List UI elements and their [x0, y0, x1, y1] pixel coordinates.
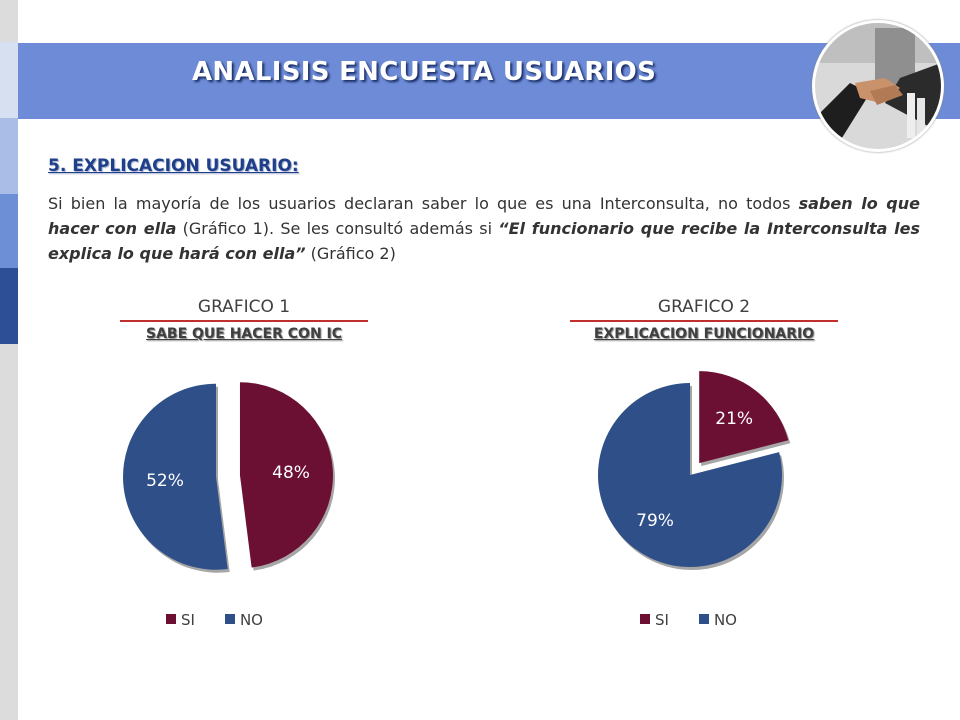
chart-2-subtitle: EXPLICACION FUNCIONARIO [593, 326, 815, 342]
chart-1-legend: SI NO [166, 611, 293, 629]
chart-2-legend: SI NO [640, 611, 767, 629]
pie-data-label: 52% [146, 471, 184, 491]
pie-data-label: 79% [636, 511, 674, 531]
legend-swatch [224, 614, 235, 624]
chart-1-pie: 48% 52% [123, 382, 335, 573]
legend-item-si: SI [166, 611, 195, 629]
left-decor-block [0, 194, 18, 268]
pie-data-label: 48% [272, 463, 310, 483]
legend-item-no: NO [698, 611, 737, 629]
legend-item-no: NO [224, 611, 263, 629]
title-banner [18, 43, 960, 119]
chart-2-heading: GRAFICO 2 EXPLICACION FUNCIONARIO [570, 297, 838, 342]
chart-1-divider [120, 320, 368, 322]
paragraph-emphasis: saben lo que hacer con ella [48, 194, 921, 238]
pie-slice-no [598, 383, 782, 567]
legend-item-si: SI [640, 611, 669, 629]
paragraph-text: (Gráfico 1). Se les consultó además si [176, 219, 499, 238]
pie-data-label: 21% [715, 409, 753, 429]
legend-label: NO [239, 611, 263, 629]
paragraph-emphasis: “El funcionario que recibe la Interconsu… [48, 219, 920, 263]
chart-1-subtitle: SABE QUE HACER CON IC [145, 326, 343, 342]
chart-1-heading: GRAFICO 1 SABE QUE HACER CON IC [120, 297, 368, 342]
paragraph-text: (Gráfico 2) [305, 244, 396, 263]
pie-slice-no [123, 383, 228, 570]
legend-label: SI [655, 611, 669, 629]
legend-swatch [166, 614, 176, 624]
legend-label: SI [181, 611, 195, 629]
page-title: ANALISIS ENCUESTA USUARIOS [192, 57, 657, 87]
chart-2-title: GRAFICO 2 [657, 297, 751, 317]
legend-swatch [640, 614, 650, 624]
pie-slice-si [239, 382, 333, 568]
legend-swatch [698, 614, 709, 624]
left-decor-block [0, 268, 18, 344]
chart-2-divider [570, 320, 838, 322]
chart-2-pie: 21% 79% [598, 371, 791, 570]
pie-slice-si [699, 371, 789, 464]
left-decor-block [0, 42, 18, 118]
paragraph-text: Si bien la mayoría de los usuarios decla… [48, 194, 799, 213]
explanation-paragraph: Si bien la mayoría de los usuarios decla… [48, 191, 920, 266]
chart-1-title: GRAFICO 1 [197, 297, 291, 317]
section-heading: 5. EXPLICACION USUARIO: [48, 156, 299, 176]
legend-label: NO [713, 611, 737, 629]
handshake-photo-icon [812, 20, 944, 152]
left-decor-block [0, 118, 18, 194]
